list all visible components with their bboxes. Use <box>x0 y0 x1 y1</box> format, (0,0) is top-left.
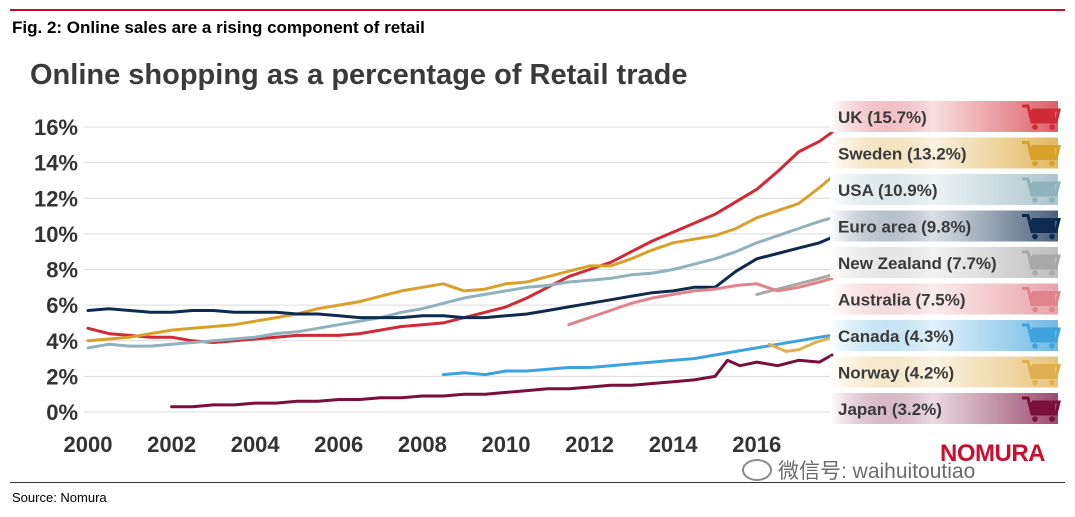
legend-label: Australia (7.5%) <box>838 291 966 310</box>
series-line-euro-area <box>86 235 834 320</box>
x-tick-label: 2012 <box>565 432 614 457</box>
x-axis-ticks: 2000 2002 2004 2006 2008 2010 2012 2014 2016 <box>64 432 782 457</box>
legend-label: Sweden (13.2%) <box>838 145 967 164</box>
chart: Online shopping as a percentage of Retai… <box>30 59 1061 457</box>
series-line-japan <box>170 353 834 409</box>
shopping-cart-icon <box>1022 396 1061 422</box>
y-tick-label: 4% <box>46 329 78 354</box>
shopping-cart-icon <box>1022 177 1061 203</box>
x-tick-label: 2010 <box>482 432 531 457</box>
legend-label: New Zealand (7.7%) <box>838 254 997 273</box>
watermark-text: 微信号: waihuitoutiao <box>778 460 976 483</box>
legend-swatch <box>830 247 1058 278</box>
source-note: Source: Nomura <box>12 490 107 505</box>
legend-swatch <box>830 137 1058 169</box>
x-tick-label: 2002 <box>147 432 196 457</box>
shopping-cart-icon <box>1022 104 1061 130</box>
legend-label: Euro area (9.8%) <box>838 218 971 237</box>
series-lines <box>86 130 834 409</box>
x-tick-label: 2006 <box>314 432 363 457</box>
x-tick-label: 2016 <box>732 432 781 457</box>
legend-label: USA (10.9%) <box>838 181 938 200</box>
series-line-australia <box>567 276 834 327</box>
y-tick-label: 6% <box>46 293 78 318</box>
y-tick-label: 12% <box>34 186 78 211</box>
x-tick-label: 2004 <box>231 432 281 457</box>
legend-swatch <box>830 283 1058 315</box>
chart-title: Online shopping as a percentage of Retai… <box>30 59 687 91</box>
legend-label: Norway (4.2%) <box>838 364 954 383</box>
legend-swatch <box>830 356 1058 388</box>
legend-swatch <box>830 174 1058 205</box>
legend-swatch <box>830 210 1058 242</box>
x-tick-label: 2000 <box>64 432 113 457</box>
shopping-cart-icon <box>1022 360 1061 386</box>
legend-label: UK (15.7%) <box>838 108 927 127</box>
series-line-new-zealand <box>755 273 834 296</box>
y-axis-ticks: 0% 2% 4% 6% 8% 10% 12% 14% 16% <box>34 115 78 425</box>
legend-swatch <box>830 101 1058 132</box>
shopping-cart-icon <box>1022 250 1061 276</box>
series-line-canada <box>441 333 834 377</box>
y-tick-label: 16% <box>34 115 78 140</box>
gridlines <box>84 126 832 413</box>
legend: UK (15.7%) Sweden (13.2%) USA (10.9%) Euro … <box>830 101 1061 424</box>
legend-swatch <box>830 320 1058 351</box>
legend-label: Japan (3.2%) <box>838 400 942 419</box>
shopping-cart-icon <box>1022 323 1061 349</box>
y-tick-label: 14% <box>34 151 78 176</box>
top-rule <box>10 9 1065 11</box>
wechat-icon <box>742 459 772 481</box>
nomura-logo: NOMURA <box>940 440 1046 467</box>
shopping-cart-icon <box>1022 287 1061 313</box>
series-line-sweden <box>86 175 834 343</box>
series-line-usa <box>86 216 834 350</box>
wechat-watermark: 微信号: waihuitoutiao <box>742 455 975 485</box>
shopping-cart-icon <box>1022 214 1061 240</box>
y-tick-label: 10% <box>34 222 78 247</box>
shopping-cart-icon <box>1022 141 1061 167</box>
legend-swatch <box>830 393 1058 424</box>
x-tick-label: 2014 <box>649 432 699 457</box>
figure-caption: Fig. 2: Online sales are a rising compon… <box>12 18 425 37</box>
y-tick-label: 2% <box>46 364 78 389</box>
legend-label: Canada (4.3%) <box>838 327 954 346</box>
bottom-rule <box>10 482 1065 483</box>
y-tick-label: 8% <box>46 258 78 283</box>
x-tick-label: 2008 <box>398 432 447 457</box>
y-tick-label: 0% <box>46 400 78 425</box>
series-line-norway <box>767 335 834 353</box>
